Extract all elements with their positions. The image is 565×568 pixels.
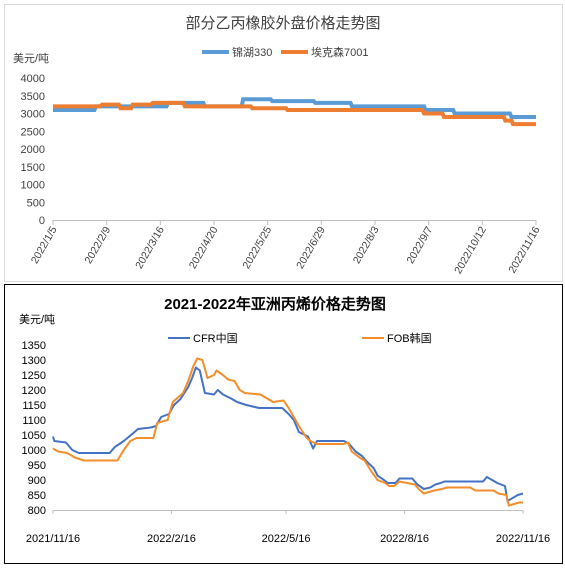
y-tick-label: 1150 xyxy=(22,400,46,412)
y-tick-label: 3500 xyxy=(21,91,45,103)
legend-label-1: CFR中国 xyxy=(193,332,238,345)
series-line-2 xyxy=(52,357,523,507)
series-line-2 xyxy=(53,100,536,127)
y-tick-label: 1050 xyxy=(22,430,46,442)
chart-title: 部分乙丙橡胶外盘价格走势图 xyxy=(185,14,380,32)
chart-panel-rubber: 部分乙丙橡胶外盘价格走势图美元/吨 锦湖330 埃克森7001 0 500 1000 150… xyxy=(4,4,563,282)
y-tick-label: 800 xyxy=(28,505,46,517)
y-axis-unit-label: 美元/吨 xyxy=(13,52,49,65)
y-tick-label: 1300 xyxy=(22,355,46,367)
y-tick-label: 1000 xyxy=(21,180,45,192)
y-tick-label: 900 xyxy=(28,475,46,487)
y-tick-label: 1200 xyxy=(22,385,46,397)
y-tick-label: 3000 xyxy=(21,109,45,121)
y-tick-label: 4000 xyxy=(21,73,45,85)
x-tick-label: 2022/2/9 xyxy=(82,224,113,266)
y-tick-label: 1250 xyxy=(22,370,46,382)
y-tick-label: 1350 xyxy=(22,340,46,352)
x-tick-label: 2022/11/16 xyxy=(496,533,550,545)
y-tick-label: 2500 xyxy=(21,126,45,138)
chart-panel-propylene: 2021-2022年亚洲丙烯价格走势图美元/吨 CFR中国 FOB韩国 800 850 9… xyxy=(4,284,563,564)
x-tick-label: 2022/6/29 xyxy=(294,224,328,271)
x-tick-label: 2022/1/5 xyxy=(29,224,60,266)
series-line-1 xyxy=(52,366,524,502)
y-tick-label: 0 xyxy=(39,215,45,227)
x-tick-label: 2022/8/16 xyxy=(380,533,429,545)
y-axis-unit-label: 美元/吨 xyxy=(19,313,55,326)
y-tick-label: 1100 xyxy=(22,415,46,427)
chart-title: 2021-2022年亚洲丙烯价格走势图 xyxy=(164,295,386,313)
y-tick-label: 1500 xyxy=(21,162,45,174)
x-tick-label: 2022/3/16 xyxy=(133,224,167,271)
y-tick-label: 1000 xyxy=(22,445,46,457)
legend-label-2: FOB韩国 xyxy=(387,331,432,345)
x-tick-label: 2022/11/16 xyxy=(506,224,542,275)
x-tick-label: 2022/2/16 xyxy=(147,533,196,545)
y-tick-label: 2000 xyxy=(21,144,45,156)
x-tick-label: 2022/8/3 xyxy=(351,224,382,266)
x-tick-label: 2022/5/25 xyxy=(241,224,275,271)
x-tick-label: 2021/11/16 xyxy=(26,533,80,545)
x-tick-label: 2022/10/12 xyxy=(452,224,489,276)
legend-label-1: 锦湖330 xyxy=(232,45,272,59)
legend-label-2: 埃克森7001 xyxy=(311,45,368,59)
y-tick-label: 950 xyxy=(28,460,46,472)
y-tick-label: 850 xyxy=(28,490,46,502)
x-tick-label: 2022/9/7 xyxy=(404,224,435,266)
x-tick-label: 2022/4/20 xyxy=(187,224,221,271)
x-tick-label: 2022/5/16 xyxy=(262,533,311,545)
y-tick-label: 500 xyxy=(27,197,45,209)
